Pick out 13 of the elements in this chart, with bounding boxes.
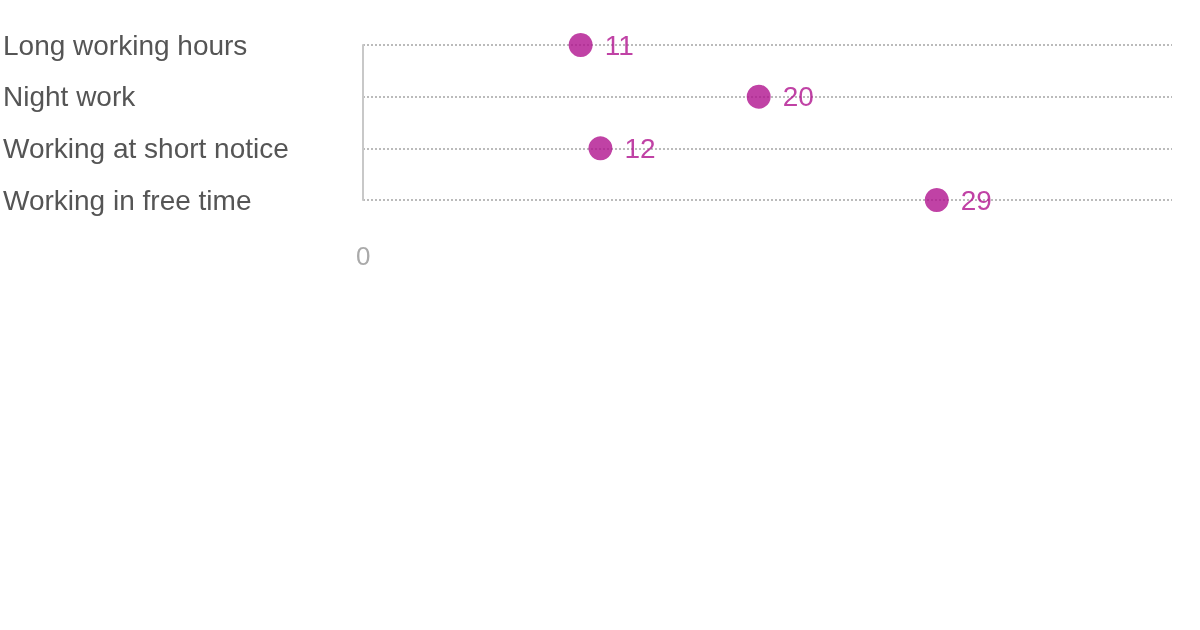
y-tick-label: Long working hours: [3, 29, 248, 61]
point: [924, 188, 949, 212]
data-label: 12: [624, 132, 656, 164]
data-label: 11: [604, 29, 634, 61]
y-tick-label: Night work: [3, 81, 137, 113]
text: 0: [356, 241, 371, 271]
data-label: 29: [960, 184, 992, 216]
data-label: 20: [782, 81, 814, 113]
point: [588, 136, 613, 161]
point: [568, 33, 593, 57]
point: [746, 84, 771, 109]
y-tick-label: Working at short notice: [3, 132, 289, 164]
y-tick-label: Working in free time: [3, 184, 252, 216]
